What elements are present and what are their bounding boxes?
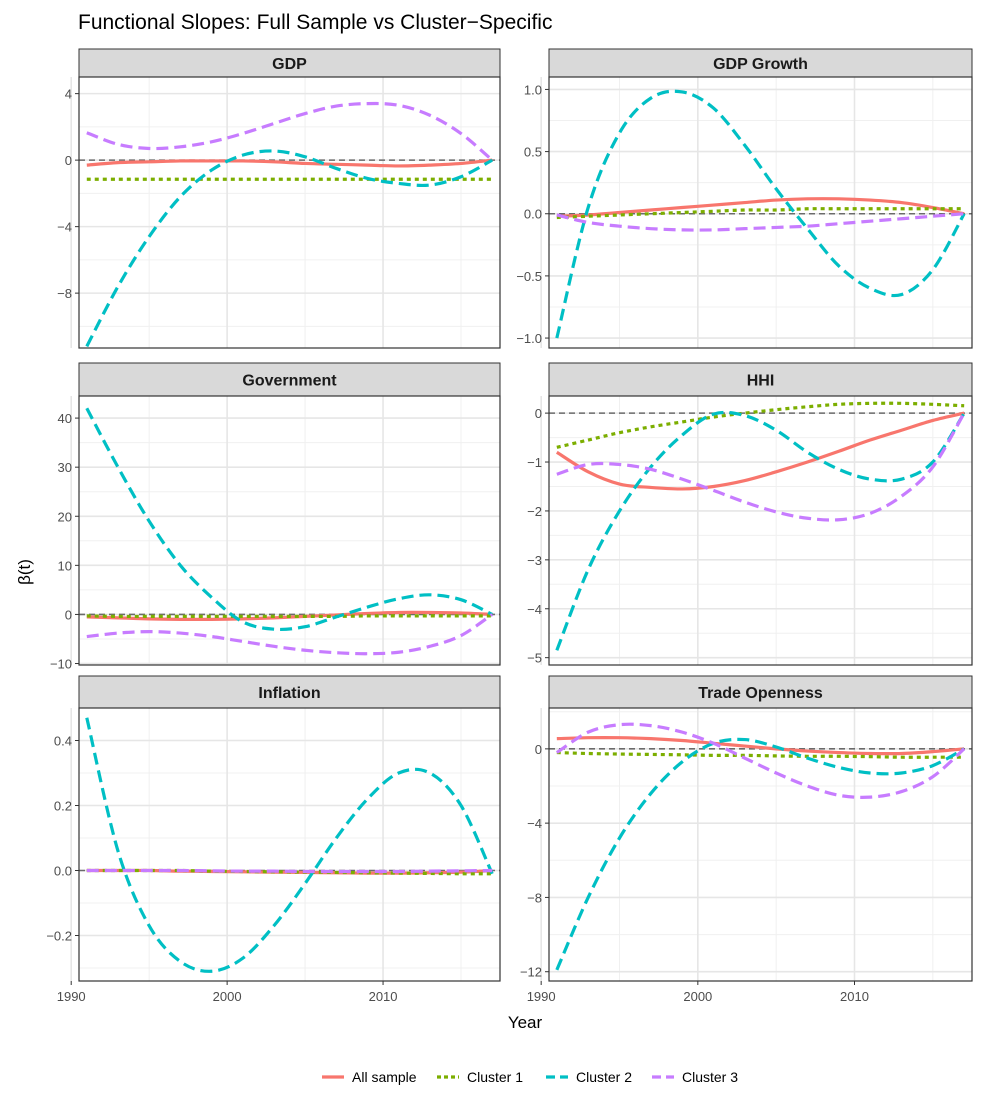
x-tick-label: 2010 (369, 989, 398, 1004)
panel-background (79, 708, 500, 981)
panel-border (78, 395, 501, 666)
facet-title: HHI (747, 373, 775, 390)
series-group (555, 722, 966, 971)
x-axis-label: Year (508, 1013, 543, 1032)
y-tick-label: 10 (58, 558, 72, 573)
legend-label: Cluster 1 (467, 1069, 523, 1085)
y-tick-label: 1.0 (524, 82, 542, 97)
panel-border (548, 76, 973, 349)
series-line-cluster-2 (555, 410, 966, 651)
y-tick-label: 0.5 (524, 145, 542, 160)
series-group (555, 89, 966, 339)
y-tick-label: 0.0 (54, 864, 72, 879)
series-line-cluster-2 (85, 407, 493, 632)
series-line-cluster-3 (86, 868, 493, 874)
series-line-all-sample (86, 158, 493, 168)
y-tick-label: 40 (58, 411, 72, 426)
y-tick-label: 0.4 (54, 734, 72, 749)
series-group (85, 717, 494, 973)
series-line-cluster-3 (555, 722, 966, 799)
y-tick-label: −4 (527, 816, 542, 831)
y-tick-label: −1 (527, 455, 542, 470)
series-group (85, 407, 494, 656)
series-line-cluster-2 (555, 737, 965, 971)
legend-item-cluster-2: Cluster 2 (546, 1069, 632, 1085)
series-group (85, 101, 494, 348)
series-line-all-sample (556, 735, 965, 756)
y-tick-label: −5 (527, 651, 542, 666)
facet-strip (548, 675, 973, 709)
y-tick-label: 0.2 (54, 799, 72, 814)
y-tick-label: 0 (65, 607, 72, 622)
series-group (555, 401, 966, 651)
facet-title: GDP (272, 56, 307, 73)
y-tick-label: 0.0 (524, 207, 542, 222)
series-line-all-sample (555, 411, 965, 491)
panel-border (548, 395, 973, 666)
y-tick-label: 4 (65, 87, 72, 102)
facet-strip (548, 48, 973, 78)
series-line-cluster-3 (86, 101, 494, 162)
y-axis-label: β(t) (15, 559, 34, 585)
y-tick-label: 20 (58, 509, 72, 524)
y-tick-label: −12 (520, 965, 542, 980)
x-tick-label: 2010 (840, 989, 869, 1004)
legend-label: Cluster 3 (682, 1069, 738, 1085)
legend-item-cluster-1: Cluster 1 (437, 1069, 523, 1085)
x-tick-label: 1990 (527, 989, 556, 1004)
facet-title: Trade Openness (698, 685, 823, 702)
facet-hhi: HHI 0 −1 −2 −3 −4 −5 (527, 362, 973, 666)
y-tick-label: −10 (50, 657, 72, 672)
legend: All sample Cluster 1 Cluster 2 Cluster 3 (322, 1069, 738, 1085)
x-tick-label: 2000 (683, 989, 712, 1004)
chart-title: Functional Slopes: Full Sample vs Cluste… (78, 11, 552, 34)
legend-label: Cluster 2 (576, 1069, 632, 1085)
series-line-cluster-1 (556, 750, 965, 759)
legend-item-cluster-3: Cluster 3 (652, 1069, 738, 1085)
series-line-all-sample (556, 197, 965, 218)
facet-title: Inflation (258, 685, 320, 702)
y-tick-label: 0 (535, 742, 542, 757)
y-tick-label: 0 (65, 153, 72, 168)
panel-background (79, 396, 500, 665)
facet-gdp-growth: GDP Growth 1.0 0.5 0.0 −0.5 −1.0 (516, 48, 973, 349)
facet-government: Government 40 30 20 10 0 −10 (50, 362, 501, 672)
legend-item-all-sample: All sample (322, 1069, 417, 1085)
y-tick-label: 30 (58, 460, 72, 475)
y-tick-label: −4 (527, 602, 542, 617)
series-line-cluster-2 (555, 89, 966, 339)
panel-background (549, 396, 972, 665)
series-line-cluster-3 (556, 212, 965, 232)
facet-gdp: GDP 4 0 −4 −8 (57, 48, 501, 349)
series-line-cluster-1 (556, 401, 965, 449)
y-tick-label: −0.2 (46, 929, 72, 944)
series-line-cluster-1 (86, 614, 493, 619)
panel-border (548, 707, 973, 982)
panel-border (78, 707, 501, 982)
series-line-cluster-1 (556, 207, 965, 220)
facet-strip (78, 48, 501, 78)
facet-inflation: Inflation 0.4 0.2 0.0 −0.2 1990 2000 2010 (46, 675, 501, 1004)
series-line-cluster-2 (85, 717, 494, 973)
x-tick-label: 2000 (213, 989, 242, 1004)
y-tick-label: −8 (527, 890, 542, 905)
x-tick-label: 1990 (57, 989, 86, 1004)
legend-label: All sample (352, 1069, 417, 1085)
y-tick-label: −8 (57, 286, 72, 301)
facet-trade-openness: Trade Openness 0 −4 −8 −12 1990 2000 2010 (520, 675, 973, 1004)
y-tick-label: −2 (527, 504, 542, 519)
y-tick-label: −3 (527, 553, 542, 568)
facet-title: Government (242, 373, 337, 390)
y-tick-label: −0.5 (516, 269, 542, 284)
panel-border (78, 76, 501, 349)
y-tick-label: 0 (535, 406, 542, 421)
series-line-cluster-3 (86, 613, 494, 656)
y-tick-label: −1.0 (516, 331, 542, 346)
y-tick-label: −4 (57, 220, 72, 235)
facet-title: GDP Growth (713, 56, 808, 73)
facet-strip (548, 362, 973, 397)
series-line-cluster-2 (85, 149, 493, 348)
